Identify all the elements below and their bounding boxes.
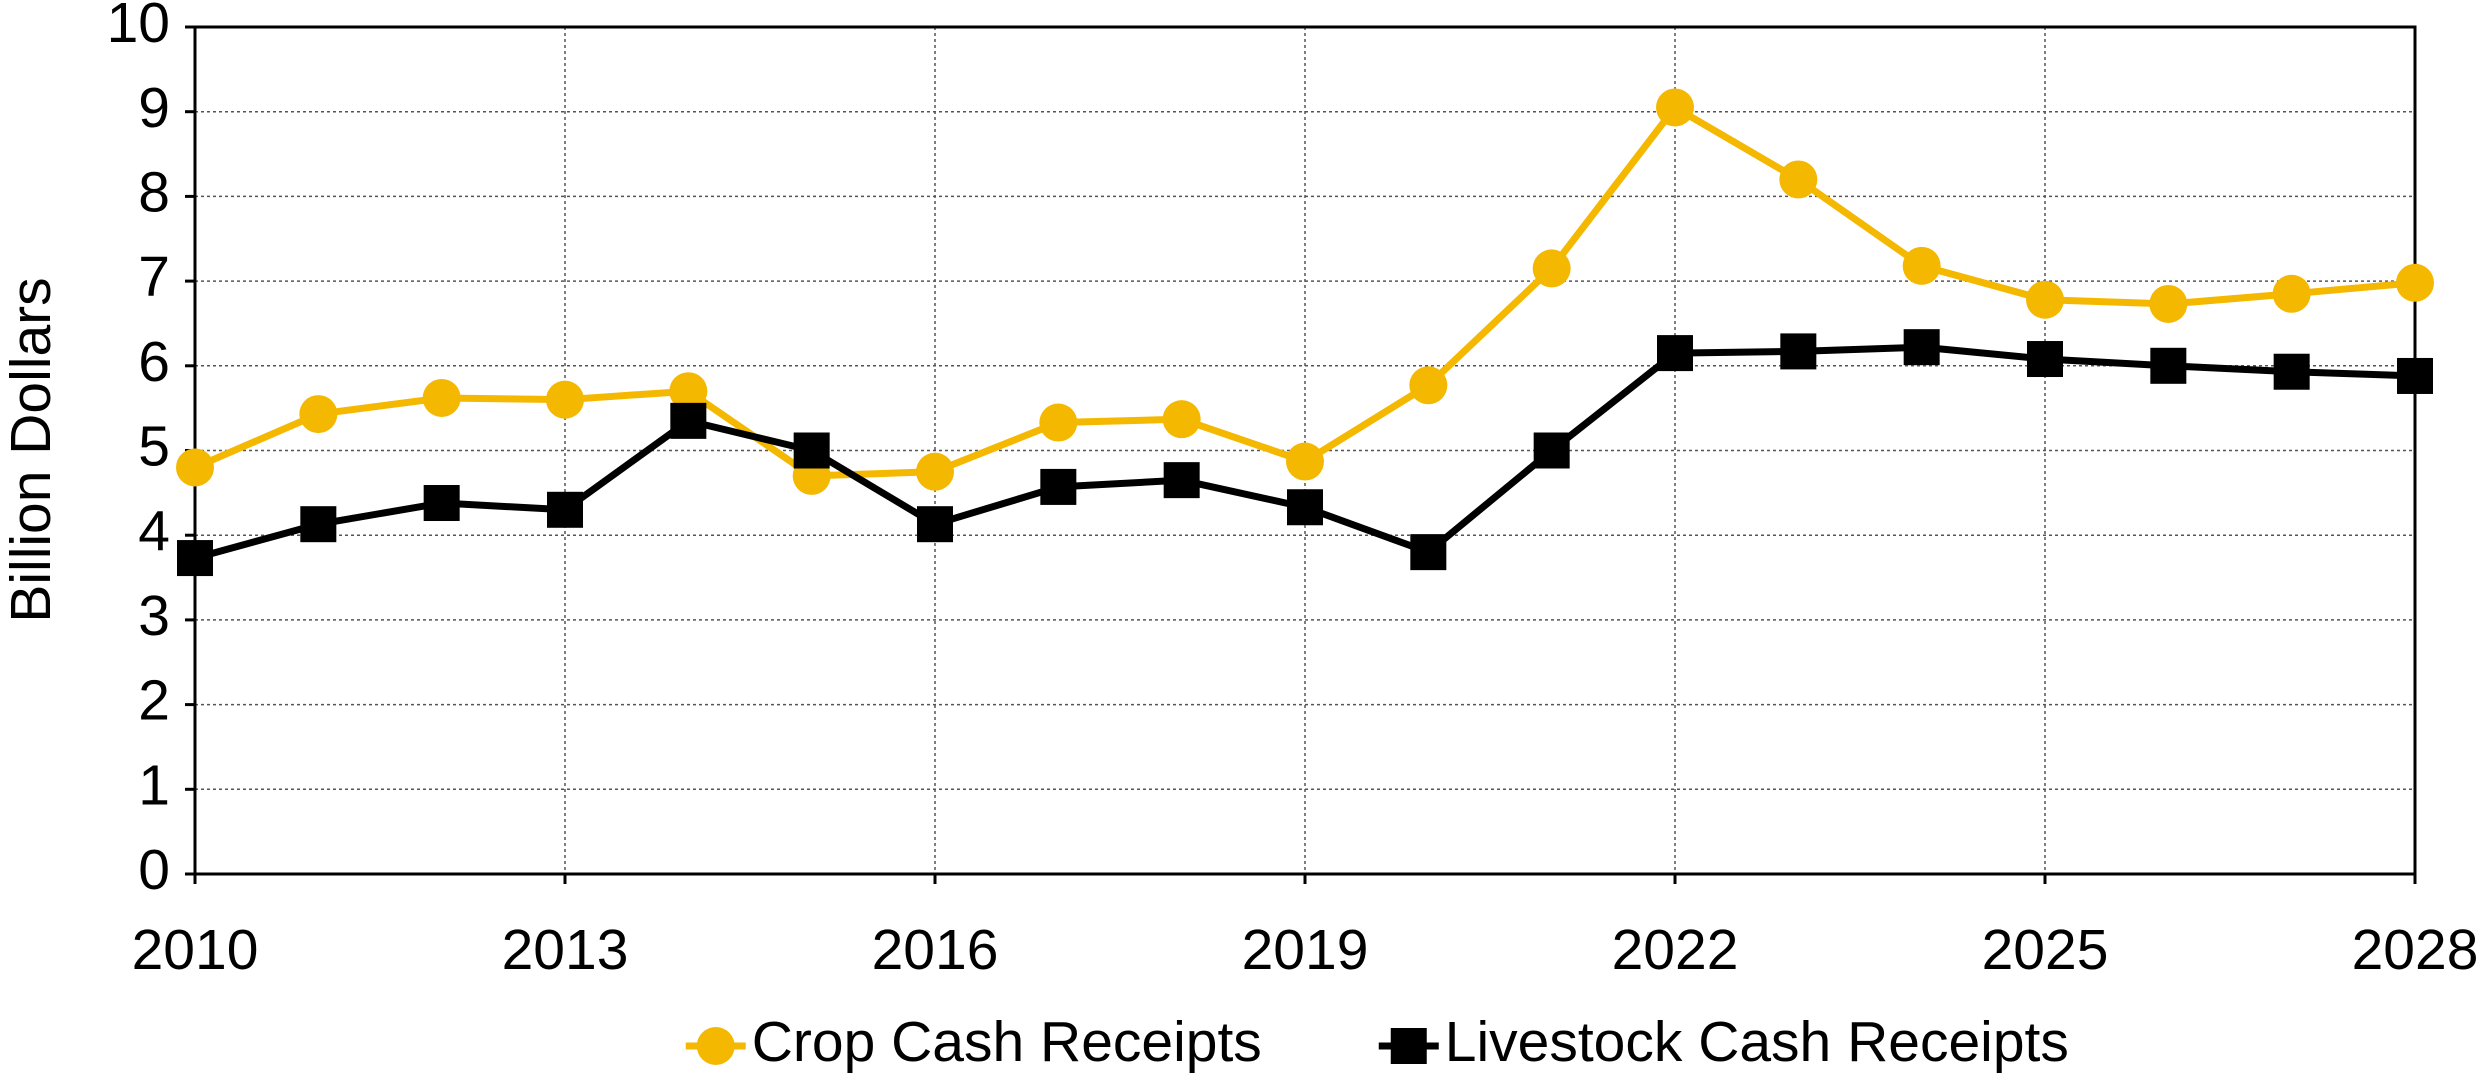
- x-tick-label: 2019: [1242, 918, 1369, 982]
- y-tick-label: 8: [138, 160, 170, 224]
- data-point: [1656, 88, 1694, 127]
- data-point: [670, 402, 707, 439]
- legend-marker: [696, 1027, 735, 1065]
- data-point: [1657, 335, 1693, 372]
- y-tick-label: 4: [138, 499, 170, 563]
- y-tick-label: 3: [138, 584, 170, 648]
- data-point: [917, 506, 953, 543]
- y-tick-label: 6: [138, 330, 170, 394]
- data-point: [2149, 284, 2188, 323]
- data-point: [546, 380, 584, 419]
- data-point: [1162, 400, 1201, 439]
- data-point: [1409, 366, 1448, 405]
- data-point: [176, 448, 214, 487]
- data-point: [793, 432, 830, 469]
- data-point: [2026, 280, 2064, 319]
- data-point: [1287, 489, 1323, 526]
- data-point: [1163, 462, 1200, 499]
- data-point: [299, 395, 338, 434]
- data-point: [1779, 160, 1818, 199]
- data-point: [1039, 403, 1078, 442]
- y-tick-label: 7: [138, 245, 170, 309]
- y-axis-label: Billion Dollars: [0, 277, 63, 622]
- data-point: [2150, 347, 2187, 384]
- y-tick-label: 10: [107, 0, 170, 55]
- y-tick-label: 1: [138, 753, 170, 817]
- data-point: [2273, 353, 2310, 390]
- x-tick-label: 2028: [2352, 918, 2479, 982]
- data-point: [1780, 333, 1817, 370]
- x-tick-label: 2022: [1612, 918, 1739, 982]
- data-point: [1533, 432, 1570, 469]
- data-point: [422, 378, 461, 417]
- legend-marker: [1390, 1028, 1427, 1064]
- data-point: [2272, 274, 2311, 313]
- data-point: [1410, 534, 1447, 571]
- y-tick-label: 5: [138, 415, 170, 479]
- y-tick-label: 0: [138, 838, 170, 902]
- data-point: [547, 491, 583, 528]
- data-point: [2027, 341, 2063, 378]
- x-tick-label: 2013: [502, 918, 629, 982]
- legend-label: Livestock Cash Receipts: [1445, 1010, 2069, 1074]
- data-point: [669, 372, 708, 411]
- data-point: [1903, 329, 1940, 366]
- y-tick-label: 2: [138, 669, 170, 733]
- data-point: [1286, 442, 1324, 481]
- data-point: [177, 540, 213, 577]
- x-tick-label: 2010: [132, 918, 259, 982]
- data-point: [1040, 468, 1077, 505]
- data-point: [1532, 249, 1571, 288]
- x-tick-label: 2016: [872, 918, 999, 982]
- data-point: [423, 485, 460, 522]
- x-tick-label: 2025: [1982, 918, 2109, 982]
- y-tick-label: 9: [138, 76, 170, 140]
- data-point: [300, 506, 337, 543]
- data-point: [2396, 263, 2434, 302]
- data-point: [2397, 357, 2433, 394]
- data-point: [916, 452, 954, 491]
- data-point: [1902, 246, 1941, 285]
- legend-label: Crop Cash Receipts: [752, 1010, 1262, 1074]
